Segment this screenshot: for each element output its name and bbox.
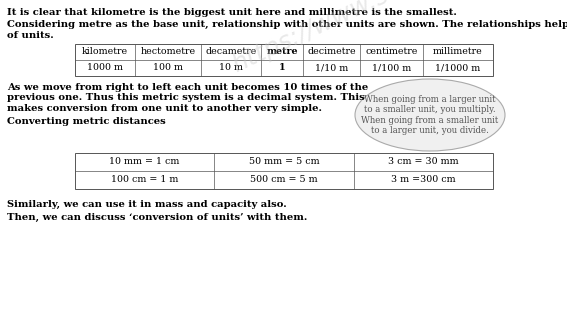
- Text: 1000 m: 1000 m: [87, 63, 123, 73]
- Text: When going from a smaller unit: When going from a smaller unit: [361, 116, 498, 125]
- Text: 3 m =300 cm: 3 m =300 cm: [391, 176, 456, 184]
- Text: Then, we can discuss ‘conversion of units’ with them.: Then, we can discuss ‘conversion of unit…: [7, 213, 307, 221]
- Text: Considering metre as the base unit, relationship with other units are shown. The: Considering metre as the base unit, rela…: [7, 20, 567, 29]
- Text: 100 cm = 1 m: 100 cm = 1 m: [111, 176, 179, 184]
- Text: Similarly, we can use it in mass and capacity also.: Similarly, we can use it in mass and cap…: [7, 200, 287, 209]
- Text: 50 mm = 5 cm: 50 mm = 5 cm: [249, 157, 319, 167]
- Text: millimetre: millimetre: [433, 48, 483, 56]
- Text: When going from a larger unit: When going from a larger unit: [364, 95, 496, 104]
- Text: 1/1000 m: 1/1000 m: [435, 63, 481, 73]
- Ellipse shape: [355, 79, 505, 151]
- Text: It is clear that kilometre is the biggest unit here and millimetre is the smalle: It is clear that kilometre is the bigges…: [7, 8, 457, 17]
- Text: decimetre: decimetre: [307, 48, 356, 56]
- Text: of units.: of units.: [7, 31, 54, 40]
- Text: 3 cm = 30 mm: 3 cm = 30 mm: [388, 157, 459, 167]
- Text: As we move from right to left each unit becomes 10 times of the: As we move from right to left each unit …: [7, 83, 368, 92]
- Text: to a smaller unit, you multiply.: to a smaller unit, you multiply.: [364, 105, 496, 114]
- Text: 10 m: 10 m: [219, 63, 243, 73]
- Text: decametre: decametre: [205, 48, 257, 56]
- Text: 500 cm = 5 m: 500 cm = 5 m: [250, 176, 318, 184]
- Text: to a larger unit, you divide.: to a larger unit, you divide.: [371, 126, 489, 135]
- Text: Converting metric distances: Converting metric distances: [7, 116, 166, 125]
- FancyBboxPatch shape: [75, 44, 493, 76]
- Text: 1/100 m: 1/100 m: [372, 63, 411, 73]
- Text: centimetre: centimetre: [365, 48, 418, 56]
- Text: hectometre: hectometre: [141, 48, 196, 56]
- Text: 100 m: 100 m: [153, 63, 183, 73]
- Text: 10 mm = 1 cm: 10 mm = 1 cm: [109, 157, 180, 167]
- Text: 1/10 m: 1/10 m: [315, 63, 348, 73]
- Text: previous one. Thus this metric system is a decimal system. This: previous one. Thus this metric system is…: [7, 93, 365, 103]
- Text: https://www.s: https://www.s: [228, 0, 392, 77]
- Text: 1: 1: [279, 63, 285, 73]
- Text: makes conversion from one unit to another very simple.: makes conversion from one unit to anothe…: [7, 104, 322, 113]
- FancyBboxPatch shape: [75, 153, 493, 189]
- Text: kilometre: kilometre: [82, 48, 128, 56]
- Text: metre: metre: [266, 48, 298, 56]
